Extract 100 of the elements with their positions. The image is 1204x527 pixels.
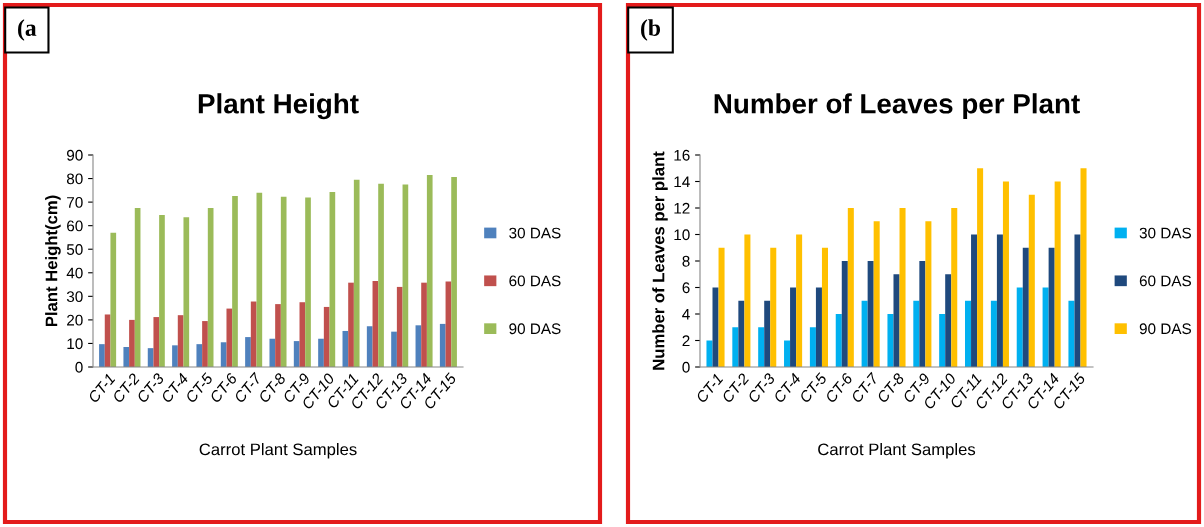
bar [996,234,1003,367]
chart-title: Plant Height [198,93,359,120]
bar [899,208,906,367]
bar [815,287,822,367]
bar [110,232,117,367]
bar [718,247,725,367]
bar [770,247,777,367]
bar [1028,194,1035,367]
bar [202,321,208,367]
y-tick-label: 30 [66,291,83,303]
bar [744,234,751,367]
bar [1002,181,1009,367]
bar [159,215,165,367]
chart-title: Number of Leaves per Plant [714,93,1080,120]
bar [887,314,894,367]
bar [391,331,397,367]
y-tick-label: 0 [75,361,83,373]
bar [172,345,178,367]
bar [784,340,791,367]
legend-label: 90 DAS [509,323,561,335]
y-tick-label: 70 [67,196,83,208]
bar [280,196,287,367]
bar [1042,287,1049,367]
bar [1016,287,1023,367]
y-tick-label: 10 [67,338,83,350]
bar [348,282,354,367]
bar [925,221,932,367]
bar [939,314,946,367]
bar [764,300,771,367]
bar [245,337,251,367]
y-tick-label: 14 [674,176,690,188]
bar [919,261,926,367]
x-axis-title: Carrot Plant Samples [199,443,357,459]
bar [847,208,854,367]
bar [183,217,190,367]
bar [951,208,958,367]
bar [796,234,803,367]
bar [99,344,105,367]
text: (a [18,19,37,41]
bar [1048,247,1055,367]
bar [841,261,848,367]
y-tick-label: 80 [66,173,83,185]
y-tick-label: 4 [682,309,690,320]
bar [738,300,745,367]
bar [913,300,920,367]
legend-label: 30 DAS [509,227,561,239]
bar [305,197,311,367]
bar [1054,181,1061,367]
bar [275,304,281,367]
bar [893,274,900,367]
y-axis-title: Number of Leaves per plant [652,151,668,370]
y-tick-label: 20 [67,314,83,326]
y-tick-label: 16 [674,149,690,161]
y-tick-label: 10 [674,229,690,241]
text: (b [641,19,661,41]
bar [1080,168,1087,367]
bar [123,346,130,367]
bar [1022,247,1029,367]
bar [353,179,360,367]
bar [323,306,330,367]
bar [226,308,233,367]
legend-label: 90 DAS [1139,323,1191,335]
legend-label: 60 DAS [509,275,561,287]
bar [971,234,978,367]
bar [821,247,828,367]
bar [977,168,984,367]
bar [712,287,719,367]
bar [1074,234,1081,367]
bar [366,326,373,367]
y-tick-label: 2 [682,335,690,347]
bar [318,338,324,367]
bar [861,300,868,367]
y-tick-label: 60 [67,220,83,232]
bar [293,341,300,367]
bar [965,300,972,367]
y-tick-label: 12 [674,202,690,214]
bar [153,317,160,367]
bar [867,261,874,367]
bar [196,344,203,367]
y-tick-label: 8 [682,255,690,267]
bar [451,176,457,367]
bar [809,327,816,367]
bar [269,338,276,367]
legend-label: 30 DAS [1139,227,1191,239]
bar [706,340,713,367]
bar [256,192,263,367]
bar [835,314,842,367]
x-axis-title: Carrot Plant Samples [818,443,976,459]
bar [426,175,433,367]
y-tick-label: 40 [66,267,83,279]
bar [732,327,739,367]
bar [129,319,135,367]
bar [945,274,952,367]
bar [758,327,765,367]
bar [873,221,880,367]
y-tick-label: 90 [67,149,83,161]
y-axis-title: Plant Height(cm) [45,195,61,327]
legend-label: 60 DAS [1139,275,1191,287]
y-tick-label: 50 [66,244,83,255]
bar [790,287,797,367]
